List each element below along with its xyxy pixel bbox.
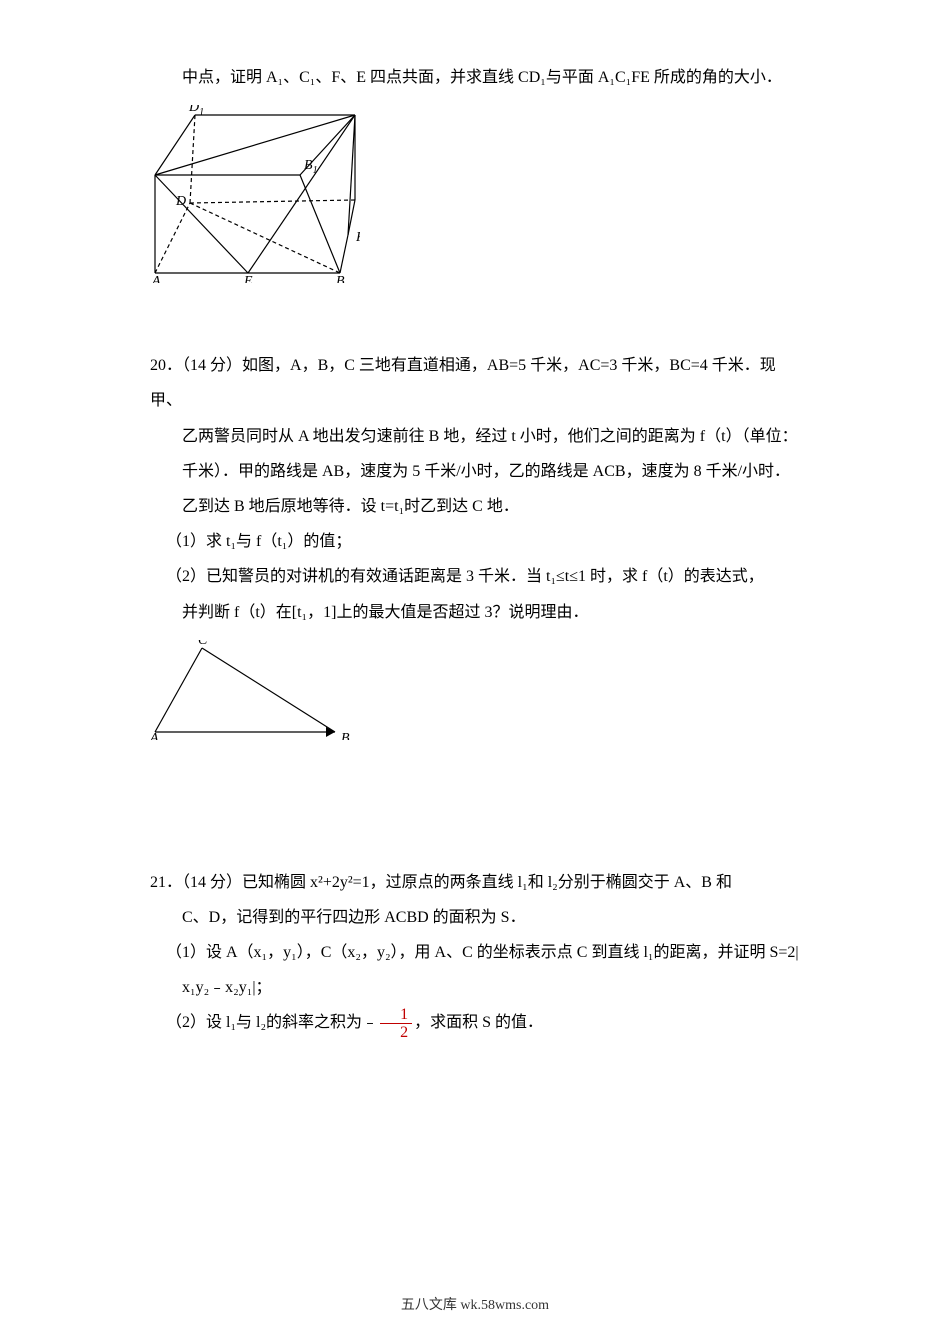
problem-21-sub2: （2）设 l₁与 l₂的斜率之积为﹣12，求面积 S 的值． <box>150 1005 800 1041</box>
svg-text:A1: A1 <box>150 170 151 188</box>
problem-21-stem-1: 21．（14 分）已知椭圆 x²+2y²=1，过原点的两条直线 l₁和 l₂分别… <box>150 865 800 900</box>
svg-text:B: B <box>341 731 350 740</box>
problem-20-number: 20． <box>150 357 182 374</box>
problem-20-points: （14 分） <box>182 357 242 374</box>
frac-num: 1 <box>380 1006 412 1025</box>
problem-21-sub1-l2: x₁y₂﹣x₂y₁|； <box>150 970 800 1005</box>
problem-20-sub2-l1: （2）已知警员的对讲机的有效通话距离是 3 千米．当 t₁≤t≤1 时，求 f（… <box>150 559 800 594</box>
svg-text:C: C <box>198 640 208 648</box>
problem-19-continued: 中点，证明 A₁、C₁、F、E 四点共面，并求直线 CD₁与平面 A₁C₁FE … <box>150 60 800 95</box>
problem-20-stem-3: 千米）．甲的路线是 AB，速度为 5 千米/小时，乙的路线是 ACB，速度为 8… <box>150 454 800 489</box>
problem-21-section: 21．（14 分）已知椭圆 x²+2y²=1，过原点的两条直线 l₁和 l₂分别… <box>150 865 800 1042</box>
svg-text:A: A <box>150 731 159 740</box>
problem-20-sub2-l2: 并判断 f（t）在[t₁，1]上的最大值是否超过 3？说明理由． <box>150 595 800 630</box>
problem-20-stem-1: 20．（14 分）如图，A，B，C 三地有直道相通，AB=5 千米，AC=3 千… <box>150 348 800 418</box>
problem-21-number: 21． <box>150 874 182 891</box>
svg-text:A: A <box>151 274 161 283</box>
problem-20-sub1: （1）求 t₁与 f（t₁）的值； <box>150 524 800 559</box>
problem-21-l1: 已知椭圆 x²+2y²=1，过原点的两条直线 l₁和 l₂分别于椭圆交于 A、B… <box>242 874 732 891</box>
problem-21-sub2-before: （2）设 l₁与 l₂的斜率之积为﹣ <box>166 1014 378 1031</box>
problem-21-sub1-l1: （1）设 A（x₁，y₁），C（x₂，y₂），用 A、C 的坐标表示点 C 到直… <box>150 935 800 970</box>
problem-19-section: 中点，证明 A₁、C₁、F、E 四点共面，并求直线 CD₁与平面 A₁C₁FE … <box>150 60 800 288</box>
frac-den: 2 <box>380 1024 412 1042</box>
figure-20: A B C <box>150 640 800 745</box>
problem-21-stem-2: C、D，记得到的平行四边形 ACBD 的面积为 S． <box>150 900 800 935</box>
svg-text:D: D <box>175 194 186 209</box>
page-footer: 五八文库 wk.58wms.com <box>0 1294 950 1314</box>
fraction-half: 12 <box>380 1006 412 1042</box>
triangle-diagram: A B C <box>150 640 350 740</box>
problem-21-sub2-after: ，求面积 S 的值． <box>414 1014 543 1031</box>
problem-20-section: 20．（14 分）如图，A，B，C 三地有直道相通，AB=5 千米，AC=3 千… <box>150 348 800 745</box>
svg-text:D1: D1 <box>188 105 204 118</box>
problem-20-stem-2: 乙两警员同时从 A 地出发匀速前往 B 地，经过 t 小时，他们之间的距离为 f… <box>150 419 800 454</box>
svg-text:B: B <box>336 274 345 283</box>
svg-text:B1: B1 <box>304 158 318 176</box>
problem-20-l1: 如图，A，B，C 三地有直道相通，AB=5 千米，AC=3 千米，BC=4 千米… <box>150 357 776 409</box>
figure-19: AEBFCDA1B1C1D1 <box>150 105 800 288</box>
problem-20-stem-4: 乙到达 B 地后原地等待．设 t=t₁时乙到达 C 地． <box>150 489 800 524</box>
svg-text:E: E <box>243 274 253 283</box>
problem-21-points: （14 分） <box>182 874 242 891</box>
cube-diagram: AEBFCDA1B1C1D1 <box>150 105 360 283</box>
svg-text:F: F <box>355 230 360 245</box>
